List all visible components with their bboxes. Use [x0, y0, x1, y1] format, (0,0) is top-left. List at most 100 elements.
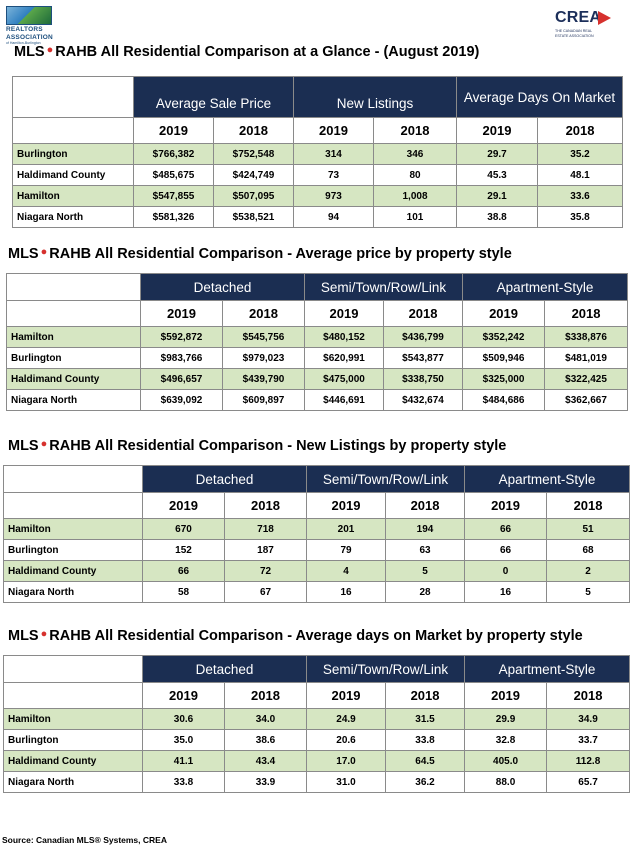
data-cell: $484,686 [462, 389, 546, 411]
year-header: 2018 [385, 492, 466, 519]
data-cell: 16 [306, 581, 387, 603]
row-label: Niagara North [12, 206, 134, 228]
realtors-logo-text-3: of Hamilton-Burlington [6, 41, 41, 45]
table-row: Hamilton 670 718 201 194 66 51 [3, 518, 631, 540]
group-header: Apartment-Style [464, 655, 631, 683]
data-cell: 1,008 [373, 185, 458, 207]
data-cell: 0 [464, 560, 548, 582]
year-header: 2019 [462, 300, 546, 327]
group-header: Detached [141, 465, 308, 493]
group-header: Detached [141, 655, 308, 683]
group-header: Apartment-Style [462, 273, 629, 301]
data-cell: 66 [464, 518, 548, 540]
corner-cell [3, 492, 143, 519]
mls-dot-icon: ● [46, 44, 54, 56]
realtors-association-logo: REALTORS ASSOCIATION of Hamilton-Burling… [6, 6, 54, 46]
corner-cell [12, 117, 134, 144]
data-cell: $592,872 [140, 326, 223, 348]
data-cell: 66 [142, 560, 225, 582]
days-on-market-table: Detached Semi/Town/Row/Link Apartment-St… [3, 655, 631, 793]
data-cell: 973 [293, 185, 375, 207]
corner-cell [12, 76, 134, 118]
data-cell: $352,242 [462, 326, 546, 348]
row-label: Hamilton [3, 708, 143, 730]
data-cell: 20.6 [306, 729, 387, 751]
average-price-table: Detached Semi/Town/Row/Link Apartment-St… [6, 273, 629, 411]
data-cell: 38.6 [223, 729, 308, 751]
data-cell: 31.5 [385, 708, 466, 730]
table-row: Haldimand County $485,675 $424,749 73 80… [12, 164, 624, 186]
data-cell: $752,548 [212, 143, 295, 165]
data-cell: 33.8 [385, 729, 466, 751]
data-cell: $480,152 [304, 326, 385, 348]
data-cell: 36.2 [385, 771, 466, 793]
source-note: Source: Canadian MLS® Systems, CREA [2, 835, 167, 845]
year-header: 2019 [293, 117, 375, 144]
crea-flag-icon [598, 11, 611, 25]
data-cell: 51 [546, 518, 631, 540]
data-cell: $639,092 [140, 389, 223, 411]
data-cell: 43.4 [223, 750, 308, 772]
table-row: Haldimand County 41.1 43.4 17.0 64.5 405… [3, 750, 631, 772]
realtors-logo-mark-icon [6, 6, 52, 25]
data-cell: 29.9 [464, 708, 548, 730]
data-cell: 33.7 [546, 729, 631, 751]
row-label: Hamilton [3, 518, 143, 540]
year-header: 2019 [133, 117, 214, 144]
data-cell: 35.2 [537, 143, 624, 165]
row-label: Hamilton [6, 326, 141, 348]
year-header: 2019 [140, 300, 223, 327]
data-cell: 32.8 [464, 729, 548, 751]
crea-logo-sub-2: ESTATE ASSOCIATION [555, 33, 594, 38]
realtors-logo-text-2: ASSOCIATION [6, 34, 53, 41]
crea-logo-sub-1: THE CANADIAN REAL [555, 29, 593, 33]
data-cell: 88.0 [464, 771, 548, 793]
year-header: 2018 [223, 682, 308, 709]
year-header: 2019 [464, 492, 548, 519]
data-cell: $983,766 [140, 347, 223, 369]
year-header: 2019 [306, 682, 387, 709]
table-row: Hamilton $592,872 $545,756 $480,152 $436… [6, 326, 629, 348]
data-cell: 4 [306, 560, 387, 582]
row-label: Hamilton [12, 185, 134, 207]
year-header: 2018 [383, 300, 464, 327]
data-cell: $545,756 [221, 326, 306, 348]
year-header: 2019 [142, 682, 225, 709]
data-cell: $979,023 [221, 347, 306, 369]
data-cell: 94 [293, 206, 375, 228]
data-cell: $581,326 [133, 206, 214, 228]
data-cell: $439,790 [221, 368, 306, 390]
data-cell: 72 [223, 560, 308, 582]
group-header: Semi/Town/Row/Link [306, 465, 466, 493]
data-cell: 28 [385, 581, 466, 603]
year-header: 2018 [223, 492, 308, 519]
data-cell: 35.8 [537, 206, 624, 228]
data-cell: 29.7 [456, 143, 539, 165]
data-cell: 31.0 [306, 771, 387, 793]
year-header: 2019 [304, 300, 385, 327]
data-cell: 201 [306, 518, 387, 540]
data-cell: 670 [142, 518, 225, 540]
section-title-average-price: MLS ● RAHB All Residential Comparison - Av… [8, 246, 512, 262]
data-cell: 79 [306, 539, 387, 561]
table-row: Hamilton 30.6 34.0 24.9 31.5 29.9 34.9 [3, 708, 631, 730]
group-header: Semi/Town/Row/Link [304, 273, 464, 301]
data-cell: 68 [546, 539, 631, 561]
data-cell: 33.8 [142, 771, 225, 793]
data-cell: $507,095 [212, 185, 295, 207]
data-cell: 718 [223, 518, 308, 540]
table-row: Niagara North $639,092 $609,897 $446,691… [6, 389, 629, 411]
data-cell: 346 [373, 143, 458, 165]
table-row: Hamilton $547,855 $507,095 973 1,008 29.… [12, 185, 624, 207]
data-cell: $475,000 [304, 368, 385, 390]
group-header: Average Days On Market [456, 76, 624, 118]
row-label: Niagara North [6, 389, 141, 411]
table-row: Niagara North 58 67 16 28 16 5 [3, 581, 631, 603]
data-cell: $509,946 [462, 347, 546, 369]
year-header: 2018 [544, 300, 629, 327]
data-cell: 66 [464, 539, 548, 561]
corner-cell [3, 465, 143, 493]
data-cell: 73 [293, 164, 375, 186]
year-header: 2019 [142, 492, 225, 519]
table-row: Niagara North 33.8 33.9 31.0 36.2 88.0 6… [3, 771, 631, 793]
